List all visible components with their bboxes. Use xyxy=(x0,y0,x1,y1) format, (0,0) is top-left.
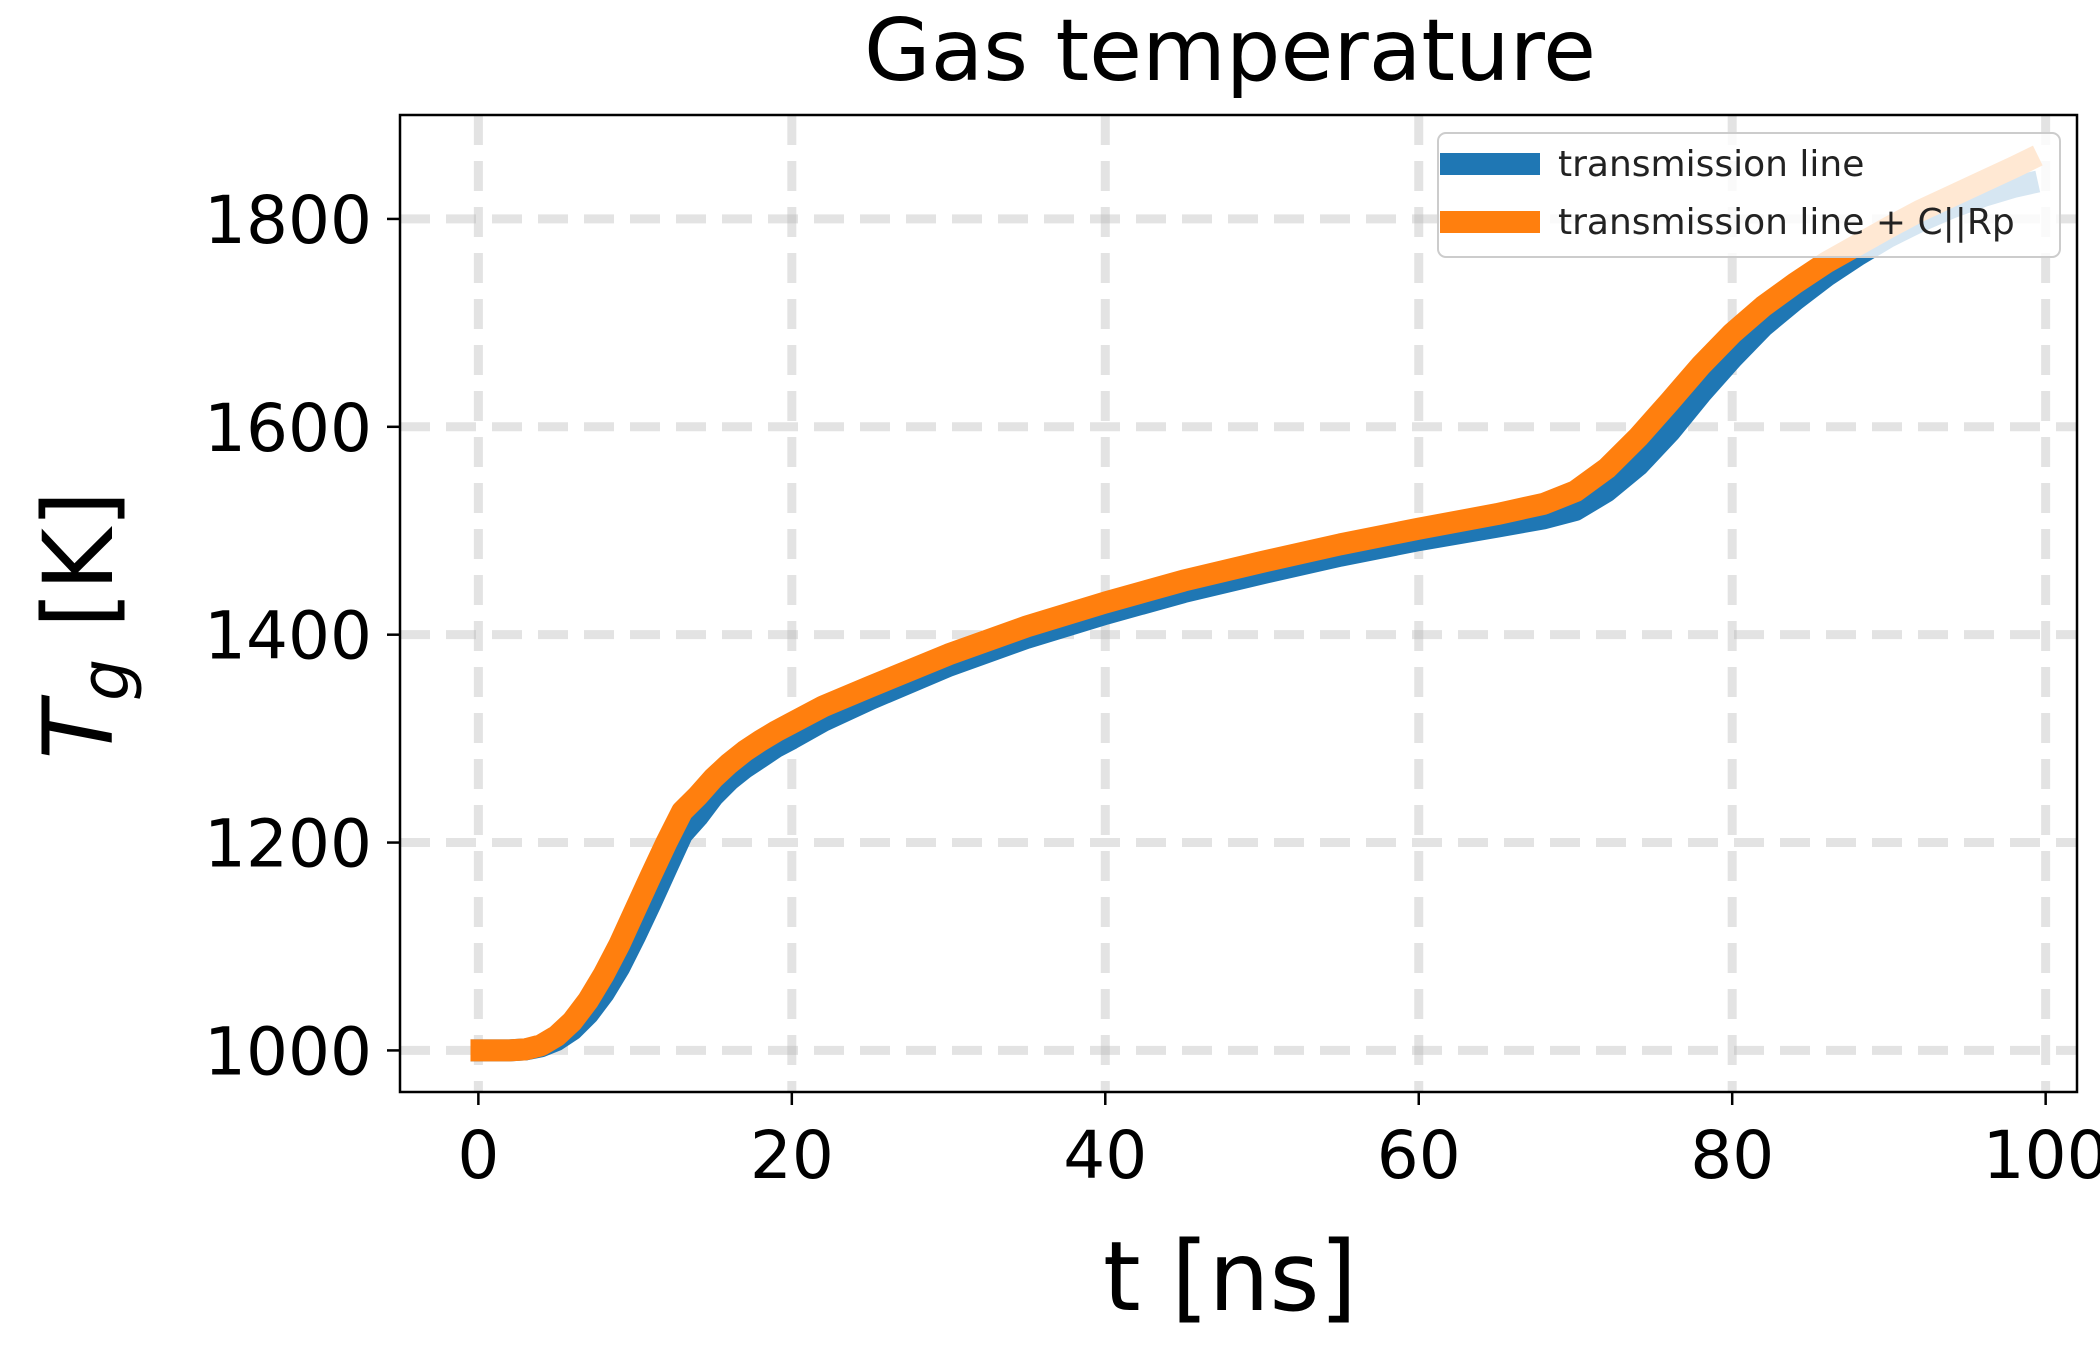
x-tick-label: 80 xyxy=(1690,1117,1774,1194)
legend: transmission line transmission line + C|… xyxy=(1437,132,2061,258)
y-tick-label: 1600 xyxy=(204,390,372,467)
y-axis-title-unit: [K] xyxy=(23,491,135,659)
legend-label-series-2: transmission line + C||Rp xyxy=(1558,202,2015,243)
y-tick-label: 1800 xyxy=(204,182,372,259)
chart-title: Gas temperature xyxy=(864,1,1596,101)
y-tick-label: 1200 xyxy=(204,806,372,883)
y-tick-label: 1400 xyxy=(204,598,372,675)
y-tick-label: 1000 xyxy=(204,1013,372,1090)
x-axis-title: t [ns] xyxy=(1103,1221,1357,1333)
legend-frame xyxy=(1437,132,2061,258)
y-axis-title-subscript: g xyxy=(67,659,144,701)
y-axis-title-main: T xyxy=(23,694,135,759)
grid xyxy=(400,115,2077,1092)
x-tick-label: 100 xyxy=(1983,1117,2100,1194)
plot-frame xyxy=(398,113,2079,1094)
x-tick-label: 60 xyxy=(1377,1117,1461,1194)
x-tick-label: 20 xyxy=(750,1117,834,1194)
series-lines xyxy=(467,145,2043,1062)
x-tick-label: 40 xyxy=(1063,1117,1147,1194)
series-line-2 xyxy=(467,145,2043,1062)
axis-ticks: 0 20 40 60 80 100 1000 1200 1400 1600 1800 xyxy=(204,182,2100,1194)
legend-label-series-1: transmission line xyxy=(1558,144,1864,185)
y-axis-title: Tg [K] xyxy=(23,491,144,760)
x-tick-label: 0 xyxy=(457,1117,499,1194)
